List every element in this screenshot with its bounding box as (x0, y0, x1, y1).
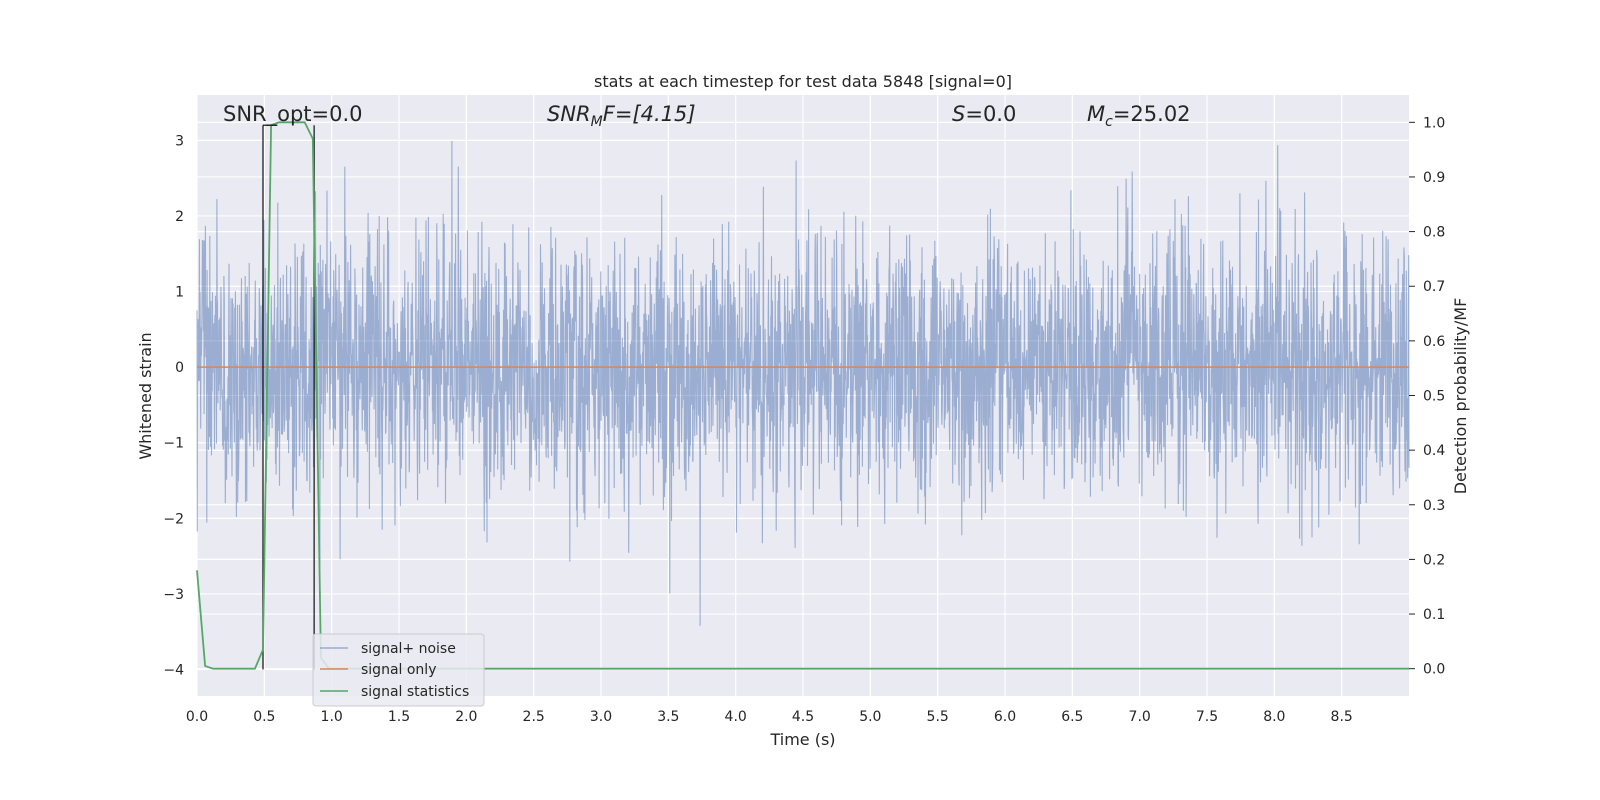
left-y-tick-label: 0 (175, 360, 184, 376)
right-y-tick-label: 0.4 (1423, 443, 1445, 459)
x-tick-label: 1.5 (388, 709, 410, 725)
legend-label-signal-statistics: signal statistics (361, 684, 469, 700)
noise-trace (196, 140, 1410, 626)
x-tick-label: 7.5 (1196, 709, 1218, 725)
right-y-tick-label: 0.0 (1423, 662, 1445, 678)
annotation-snr-mf-sub: M (591, 114, 603, 130)
left-y-tick-label: 3 (175, 133, 184, 149)
left-y-tick-label: 2 (175, 209, 184, 225)
annotation-snr-mf: SNRMF=[4.15] (547, 102, 696, 130)
x-tick-label: 1.0 (321, 709, 343, 725)
annotation-mc-sub: c (1105, 114, 1113, 130)
x-tick-label: 4.5 (792, 709, 814, 725)
left-y-tick-labels: 3 2 1 0 −1 −2 −3 −4 (163, 133, 184, 678)
annotation-mc-main: M (1087, 102, 1105, 126)
legend-label-signal-only: signal only (361, 662, 436, 678)
x-tick-label: 3.0 (590, 709, 612, 725)
x-tick-label: 5.0 (859, 709, 881, 725)
right-y-tick-label: 0.3 (1423, 498, 1445, 514)
right-y-axis-label: Detection probability/MF (1451, 298, 1470, 495)
left-y-axis-label: Whitened strain (136, 332, 155, 459)
annotation-mc-rest: =25.02 (1113, 102, 1191, 126)
left-y-tick-label: −3 (163, 587, 184, 603)
x-tick-label: 0.5 (253, 709, 275, 725)
right-y-tick-label: 0.6 (1423, 334, 1445, 350)
x-tick-label: 6.5 (1061, 709, 1083, 725)
x-tick-label: 5.5 (927, 709, 949, 725)
right-y-tick-label: 0.7 (1423, 279, 1445, 295)
x-tick-label: 4.0 (725, 709, 747, 725)
legend: signal+ noise signal only signal statist… (312, 633, 485, 707)
right-y-tick-label: 0.2 (1423, 552, 1445, 568)
x-tick-label: 2.0 (455, 709, 477, 725)
right-y-tick-label: 0.8 (1423, 225, 1445, 241)
legend-label-signal-noise: signal+ noise (361, 641, 456, 657)
right-y-tick-labels: 1.0 0.9 0.8 0.7 0.6 0.5 0.4 0.3 0.2 0.1 0.0 (1409, 115, 1445, 678)
annotation-snr-mf-rest: F=[4.15] (603, 102, 696, 126)
series-signal-plus-noise (196, 140, 1410, 626)
left-y-tick-label: −4 (163, 663, 184, 679)
x-tick-label: 0.0 (186, 709, 208, 725)
x-tick-label: 8.5 (1331, 709, 1353, 725)
left-y-tick-label: −1 (163, 436, 184, 452)
x-tick-label: 8.0 (1263, 709, 1285, 725)
chart-title: stats at each timestep for test data 584… (594, 72, 1012, 91)
right-y-tick-label: 0.5 (1423, 389, 1445, 405)
left-y-tick-label: 1 (175, 285, 184, 301)
left-y-tick-label: −2 (163, 511, 184, 527)
annotation-s: S=0.0 (952, 102, 1016, 126)
x-tick-labels: 0.0 0.5 1.0 1.5 2.0 2.5 3.0 3.5 4.0 4.5 5.0 5.5 6.0 6… (186, 709, 1353, 725)
annotation-s-rest: =0.0 (965, 102, 1016, 126)
right-y-tick-label: 0.1 (1423, 607, 1445, 623)
right-y-tick-label: 1.0 (1423, 115, 1445, 131)
right-y-tick-label: 0.9 (1423, 170, 1445, 186)
x-axis-label: Time (s) (769, 730, 835, 749)
annotation-snr-mf-main: SNR (547, 102, 591, 126)
x-tick-label: 6.0 (994, 709, 1016, 725)
x-tick-label: 2.5 (523, 709, 545, 725)
annotation-mc: Mc=25.02 (1087, 102, 1191, 130)
x-tick-label: 7.0 (1129, 709, 1151, 725)
x-tick-label: 3.5 (657, 709, 679, 725)
annotation-snr-opt: SNR_opt=0.0 (223, 102, 363, 127)
annotation-s-main: S (952, 102, 965, 126)
legend-box (312, 633, 485, 707)
